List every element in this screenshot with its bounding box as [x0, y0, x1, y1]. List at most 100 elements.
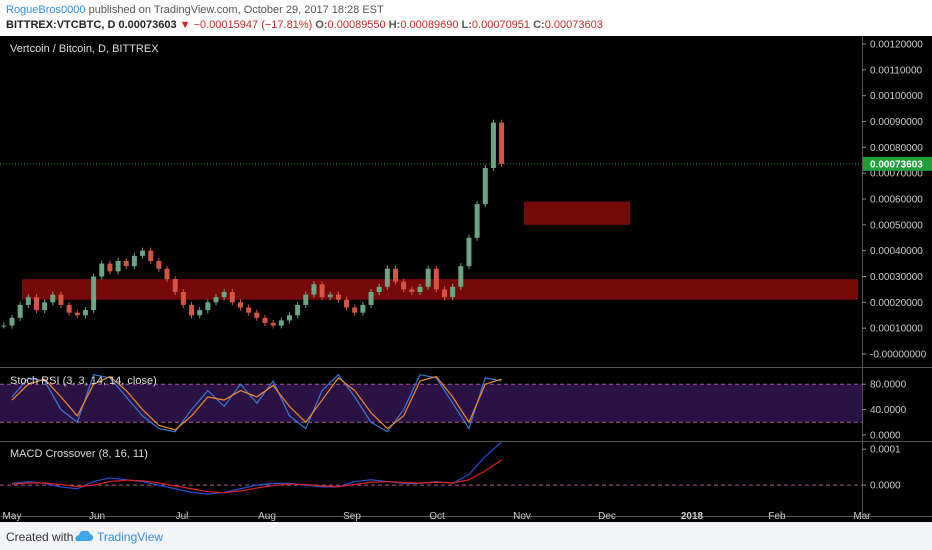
- y-tick-label: 0.00050000: [870, 220, 923, 231]
- candle: [360, 304, 366, 313]
- candle: [229, 291, 235, 303]
- candle: [499, 122, 505, 164]
- x-tick-label: Sep: [343, 511, 361, 522]
- candle: [352, 307, 358, 313]
- candle: [490, 122, 496, 168]
- last-price-label: 0.00073603: [870, 159, 923, 170]
- candle: [376, 286, 382, 292]
- candle: [270, 322, 276, 326]
- candle: [458, 266, 464, 287]
- pane-title: MACD Crossover (8, 16, 11): [10, 448, 148, 460]
- candle: [74, 312, 80, 316]
- y-tick-label: 40.0000: [870, 405, 907, 416]
- candle: [409, 289, 415, 292]
- change: −0.00015947 (−17.81%): [193, 19, 313, 31]
- x-tick-label: Jun: [89, 511, 105, 522]
- candle: [303, 294, 309, 305]
- series-line: [11, 373, 502, 433]
- y-tick-label: 0.00100000: [870, 91, 923, 102]
- candle: [42, 302, 48, 311]
- series-line: [11, 459, 502, 494]
- ohlc-key: H:: [388, 19, 401, 31]
- candle: [197, 310, 203, 316]
- footer: Created with TradingView: [0, 522, 932, 550]
- candle: [319, 284, 325, 298]
- candle: [180, 291, 186, 305]
- x-tick-label: Dec: [598, 511, 616, 522]
- candle: [25, 297, 31, 305]
- candle: [262, 317, 268, 323]
- candle: [433, 268, 439, 290]
- x-tick-label: Feb: [768, 511, 786, 522]
- candle: [82, 310, 88, 316]
- candle: [246, 307, 252, 313]
- candle: [368, 291, 374, 305]
- candle: [91, 276, 97, 311]
- y-tick-label: 0.00020000: [870, 298, 923, 309]
- candle: [221, 291, 227, 298]
- candle: [254, 312, 260, 318]
- logo: [75, 530, 94, 541]
- candle: [441, 289, 447, 298]
- candle: [164, 268, 170, 280]
- candle: [393, 268, 399, 282]
- y-tick-label: 0.00060000: [870, 194, 923, 205]
- candle: [482, 168, 488, 205]
- series-line: [11, 375, 502, 431]
- candle: [450, 286, 456, 298]
- y-tick-label: 0.00070000: [870, 169, 923, 180]
- y-tick-label: 0.0001: [870, 445, 901, 456]
- candle: [327, 294, 333, 298]
- y-tick-label: 0.00120000: [870, 40, 923, 51]
- candle: [1, 325, 7, 327]
- ohlc-key: O:: [315, 19, 328, 31]
- candle: [107, 263, 113, 272]
- candle: [172, 279, 178, 292]
- ohlc-value: 0.00089550: [327, 19, 386, 31]
- brand[interactable]: TradingView: [97, 530, 164, 544]
- candle: [213, 297, 219, 303]
- y-tick-label: 0.0000: [870, 481, 901, 492]
- published: published on TradingView.com, October 29…: [88, 4, 384, 16]
- y-tick-label: 0.00010000: [870, 324, 923, 335]
- created-with: Created with: [6, 530, 74, 544]
- candle: [311, 284, 317, 295]
- last-price-tag: [863, 156, 932, 171]
- candle: [344, 299, 350, 308]
- y-tick-label: 0.00090000: [870, 117, 923, 128]
- symbol-line: BITTREX:VTCBTC, D 0.00073603 ▼ −0.000159…: [6, 19, 603, 31]
- author[interactable]: RogueBros0000: [6, 4, 86, 16]
- candle: [474, 204, 480, 238]
- y-tick-label: 0.00040000: [870, 246, 923, 257]
- down-arrow: ▼: [179, 19, 191, 31]
- pane-title: Stoch RSI (3, 3, 14, 14, close): [10, 375, 157, 387]
- y-tick-label: 0.0000: [870, 430, 901, 441]
- candle: [9, 317, 15, 326]
- candle: [17, 304, 23, 318]
- candle: [156, 260, 162, 269]
- candle: [417, 286, 423, 292]
- ohlc-value: 0.00070951: [471, 19, 531, 31]
- candle: [50, 294, 56, 303]
- publish-line: RogueBros0000 published on TradingView.c…: [6, 4, 384, 16]
- candle: [237, 302, 243, 308]
- zone: [22, 279, 858, 300]
- candle: [286, 315, 292, 321]
- y-tick-label: 0.00030000: [870, 272, 923, 283]
- candle: [99, 263, 105, 277]
- candle: [425, 268, 431, 287]
- candle: [33, 297, 39, 311]
- candle: [66, 304, 72, 313]
- x-tick-label: Oct: [429, 511, 445, 522]
- ohlc-value: 0.00089690: [400, 19, 459, 31]
- x-tick-label: 2018: [681, 511, 704, 522]
- x-tick-label: May: [3, 511, 22, 522]
- x-tick-label: Nov: [513, 511, 531, 522]
- pane-title: Vertcoin / Bitcoin, D, BITTREX: [10, 43, 159, 55]
- candle: [131, 255, 137, 267]
- zone: [524, 201, 630, 225]
- last: 0.00073603: [118, 19, 177, 31]
- candle: [189, 304, 195, 316]
- x-tick-label: Jul: [176, 511, 189, 522]
